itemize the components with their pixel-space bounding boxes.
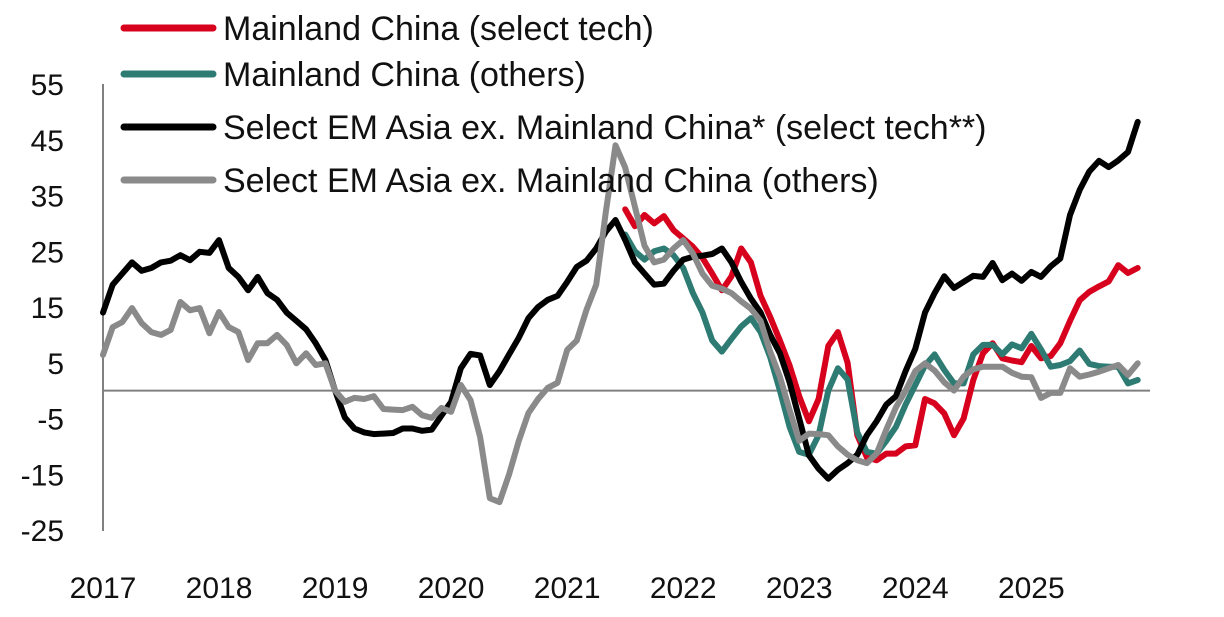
legend-item: Mainland China (select tech) bbox=[120, 10, 654, 48]
y-tick-label: 25 bbox=[31, 236, 64, 269]
y-tick-label: 15 bbox=[31, 292, 64, 325]
x-tick-label: 2020 bbox=[418, 572, 485, 605]
y-tick-label: -15 bbox=[21, 459, 64, 492]
legend-label: Mainland China (select tech) bbox=[223, 10, 654, 48]
y-tick-label: 45 bbox=[31, 125, 64, 158]
x-tick-label: 2025 bbox=[998, 572, 1065, 605]
legend-label: Mainland China (others) bbox=[223, 56, 586, 94]
y-tick-label: 55 bbox=[31, 69, 64, 102]
x-tick-labels: 2017 2018 2019 2020 2021 2022 2023 2024 2025 bbox=[70, 572, 1065, 605]
y-tick-label: -25 bbox=[21, 515, 64, 548]
legend-item: Mainland China (others) bbox=[120, 56, 586, 94]
series-lines bbox=[100, 118, 1141, 506]
y-tick-label: -5 bbox=[37, 404, 64, 437]
x-tick-label: 2023 bbox=[766, 572, 833, 605]
series-line-2 bbox=[100, 118, 1141, 482]
x-tick-label: 2022 bbox=[650, 572, 717, 605]
legend-label: Select EM Asia ex. Mainland China* (sele… bbox=[223, 109, 986, 147]
y-tick-label: 5 bbox=[47, 348, 64, 381]
legend-item: Select EM Asia ex. Mainland China* (sele… bbox=[120, 109, 986, 147]
x-tick-label: 2019 bbox=[302, 572, 369, 605]
series-line-3 bbox=[100, 142, 1141, 506]
axes bbox=[102, 84, 1150, 531]
legend: Mainland China (select tech) Mainland Chi… bbox=[120, 10, 986, 200]
legend-item: Select EM Asia ex. Mainland China (other… bbox=[120, 162, 879, 200]
x-tick-label: 2024 bbox=[882, 572, 949, 605]
legend-label: Select EM Asia ex. Mainland China (other… bbox=[223, 162, 879, 200]
x-tick-label: 2018 bbox=[186, 572, 253, 605]
y-tick-label: 35 bbox=[31, 181, 64, 214]
x-tick-label: 2021 bbox=[534, 572, 601, 605]
y-tick-labels: 55 45 35 25 15 5 -5 -15 -25 bbox=[21, 69, 64, 548]
x-tick-label: 2017 bbox=[70, 572, 137, 605]
series-line-0 bbox=[622, 206, 1141, 464]
